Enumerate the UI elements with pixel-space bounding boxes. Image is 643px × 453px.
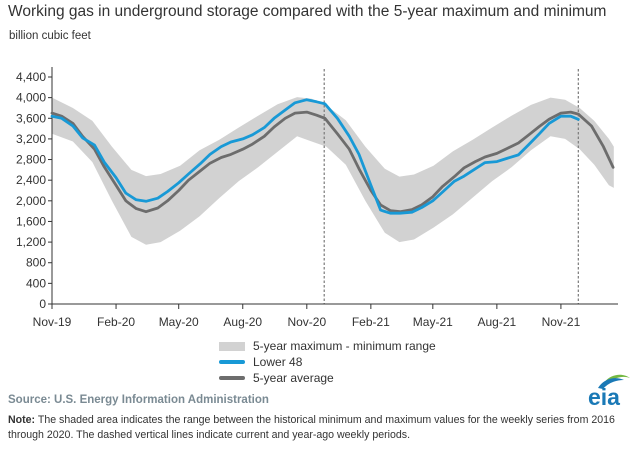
eia-logo: eia xyxy=(588,374,630,408)
x-tick-label: Nov-19 xyxy=(33,315,72,329)
x-tick-label: Nov-20 xyxy=(287,315,326,329)
x-tick-label: Feb-20 xyxy=(97,315,135,329)
legend-label-lower48: Lower 48 xyxy=(253,355,303,369)
y-tick-label: 4,000 xyxy=(16,91,46,105)
x-tick-label: May-21 xyxy=(413,315,453,329)
legend-label-range: 5-year maximum - minimum range xyxy=(253,339,436,353)
logo-text: eia xyxy=(588,384,620,408)
legend-item-range: 5-year maximum - minimum range xyxy=(219,338,436,354)
y-tick-label: 2,400 xyxy=(16,173,46,187)
series-line-lower48 xyxy=(50,98,580,215)
x-tick-label: Aug-21 xyxy=(478,315,517,329)
y-tick-label: 400 xyxy=(26,276,46,290)
logo-swoosh-blue xyxy=(598,378,624,389)
legend-swatch-average xyxy=(219,376,245,380)
y-tick-label: 0 xyxy=(39,297,46,311)
x-tick-label: Nov-21 xyxy=(542,315,581,329)
x-tick-label: Aug-20 xyxy=(223,315,262,329)
legend-item-average: 5-year average xyxy=(219,370,436,386)
x-tick-label: May-20 xyxy=(159,315,199,329)
legend-swatch-lower48 xyxy=(219,360,245,364)
storage-chart: 0 400 800 1,200 1,600 2,000 2,400 2,800 3,200 3,6… xyxy=(16,67,618,329)
legend-label-average: 5-year average xyxy=(253,371,334,385)
range-band xyxy=(52,97,614,245)
note-body: The shaded area indicates the range betw… xyxy=(8,414,615,441)
note-label: Note: xyxy=(8,414,36,426)
legend-swatch-range xyxy=(219,341,245,351)
y-tick-label: 1,600 xyxy=(16,214,46,228)
y-tick-label: 2,800 xyxy=(16,153,46,167)
y-tick-label: 800 xyxy=(26,256,46,270)
series-line-average xyxy=(50,110,615,214)
x-tick-label: Feb-21 xyxy=(352,315,390,329)
y-tick-label: 4,400 xyxy=(16,70,46,84)
chart-title: Working gas in underground storage compa… xyxy=(8,3,607,20)
note-text: Note: The shaded area indicates the rang… xyxy=(8,413,636,443)
legend-item-lower48: Lower 48 xyxy=(219,354,436,370)
y-tick-label: 3,600 xyxy=(16,111,46,125)
y-tick-label: 3,200 xyxy=(16,132,46,146)
y-tick-label: 2,000 xyxy=(16,194,46,208)
source-text: Source: U.S. Energy Information Administ… xyxy=(8,394,269,406)
y-tick-label: 1,200 xyxy=(16,235,46,249)
chart-legend: 5-year maximum - minimum range Lower 48 … xyxy=(219,338,436,386)
y-axis-units-label: billion cubic feet xyxy=(9,30,91,42)
